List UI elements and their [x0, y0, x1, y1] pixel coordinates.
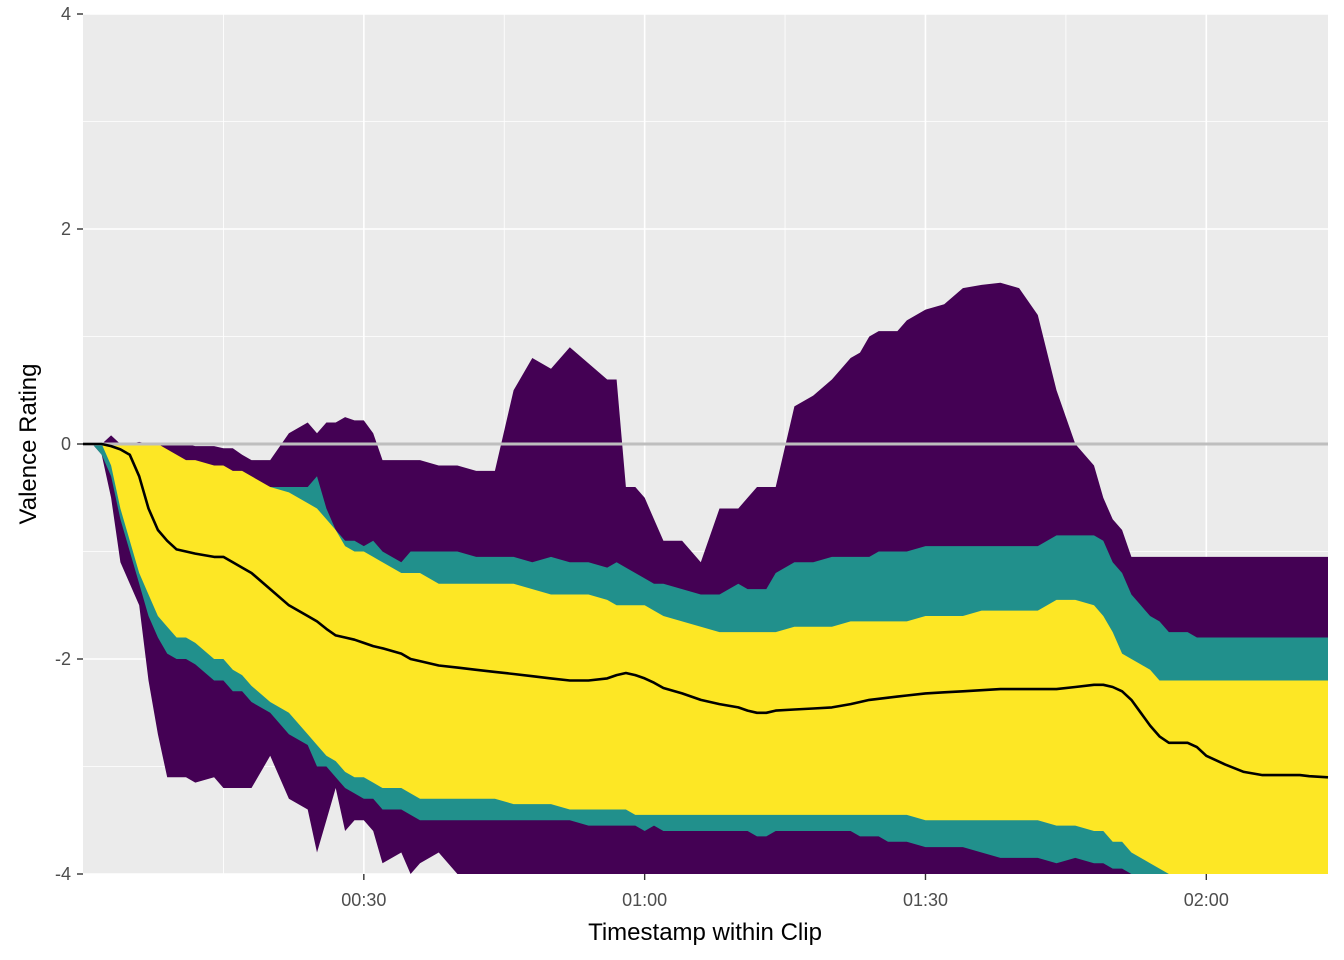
x-tick-label: 02:00	[1184, 890, 1229, 910]
x-tick-label: 01:30	[903, 890, 948, 910]
y-axis: -4 -2 0 2 4	[55, 4, 83, 884]
x-axis-title: Timestamp within Clip	[588, 919, 822, 946]
inner-band-area	[83, 444, 1328, 874]
mean-valence-line	[83, 442, 1329, 779]
x-tick-label: 00:30	[341, 890, 386, 910]
y-tick-label: 2	[61, 219, 71, 239]
rating-bands	[83, 282, 1328, 874]
x-tick-label: 01:00	[622, 890, 667, 910]
y-axis-title: Valence Rating	[15, 364, 42, 525]
x-axis: 00:30 01:00 01:30 02:00	[341, 874, 1229, 910]
y-tick-label: 0	[61, 434, 71, 454]
y-tick-label: -4	[55, 864, 71, 884]
y-tick-label: -2	[55, 649, 71, 669]
y-tick-label: 4	[61, 4, 71, 24]
